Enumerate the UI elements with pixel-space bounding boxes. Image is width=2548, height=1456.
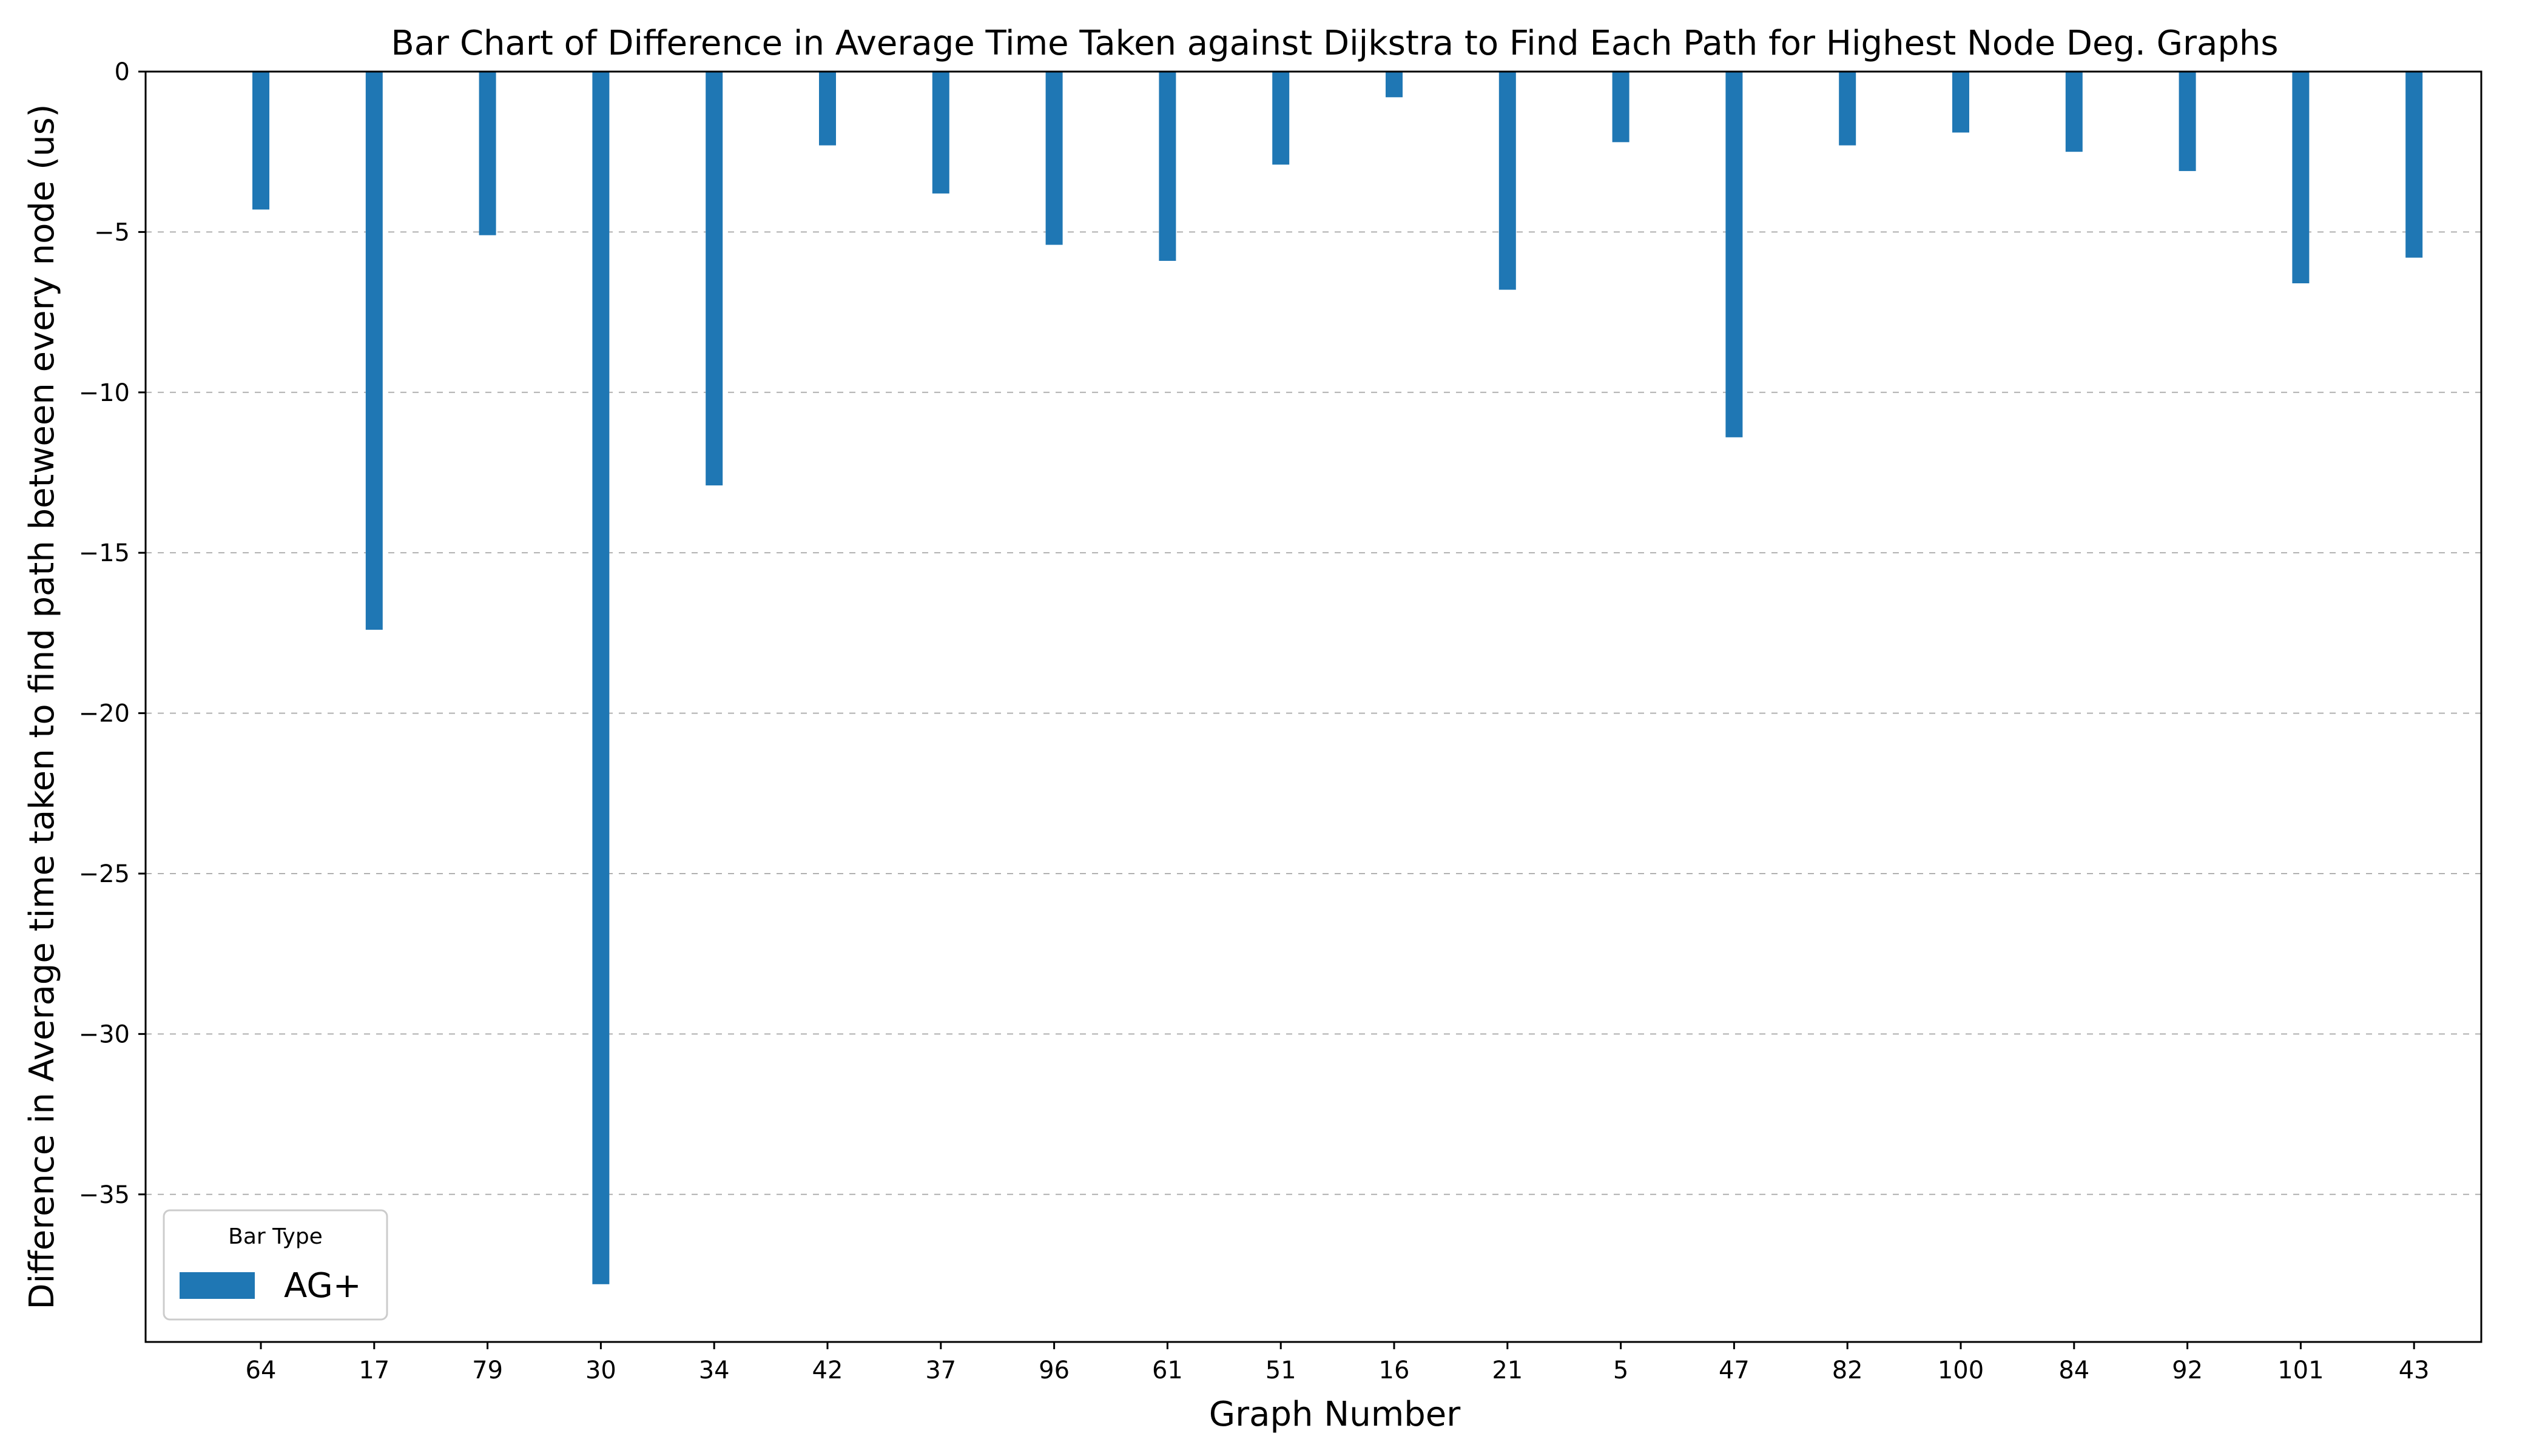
x-tick-label: 84 <box>2058 1357 2089 1384</box>
x-tick-label: 16 <box>1379 1357 1410 1384</box>
bar-37 <box>932 72 949 194</box>
plot-frame <box>144 70 2482 1343</box>
bar-47 <box>1725 72 1743 437</box>
x-axis-ticks: 64 17 79 30 34 42 37 96 61 51 16 21 5 47 82 100 84 92 101 4… <box>246 1342 2430 1384</box>
x-tick-label: 37 <box>925 1357 956 1384</box>
bar-96 <box>1045 72 1063 245</box>
x-tick-label: 43 <box>2399 1357 2430 1384</box>
x-tick-label: 21 <box>1492 1357 1523 1384</box>
x-tick-label: 96 <box>1039 1357 1070 1384</box>
legend-title: Bar Type <box>228 1224 323 1249</box>
bar-51 <box>1272 72 1290 165</box>
x-tick-label: 100 <box>1938 1357 1984 1384</box>
legend: Bar Type AG+ <box>163 1209 388 1321</box>
bar-82 <box>1839 72 1856 146</box>
y-tick-label: −35 <box>79 1181 130 1209</box>
x-tick-label: 101 <box>2277 1357 2324 1384</box>
x-tick-label: 64 <box>246 1357 277 1384</box>
bar-61 <box>1159 72 1176 261</box>
bar-30 <box>592 72 610 1284</box>
y-tick-label: −5 <box>94 218 130 246</box>
y-tick-label: 0 <box>115 58 130 86</box>
bar-92 <box>2179 72 2196 171</box>
bar-79 <box>479 72 496 235</box>
y-tick-label: −10 <box>79 379 130 407</box>
x-tick-label: 47 <box>1719 1357 1750 1384</box>
x-axis-label: Graph Number <box>1209 1395 1461 1434</box>
y-tick-label: −15 <box>79 539 130 567</box>
bar-17 <box>365 72 383 630</box>
bar-34 <box>706 72 723 486</box>
legend-label-ag-plus: AG+ <box>284 1266 362 1306</box>
bar-16 <box>1386 72 1403 98</box>
x-tick-label: 30 <box>585 1357 616 1384</box>
x-tick-label: 82 <box>1832 1357 1863 1384</box>
y-tick-label: −20 <box>79 700 130 728</box>
bars <box>252 72 2423 1284</box>
bar-21 <box>1498 72 1516 290</box>
y-axis-label: Difference in Average time taken to find… <box>22 104 62 1309</box>
y-tick-label: −30 <box>79 1020 130 1048</box>
bar-5 <box>1612 72 1630 143</box>
x-tick-label: 51 <box>1266 1357 1296 1384</box>
bar-64 <box>252 72 269 210</box>
chart-title: Bar Chart of Difference in Average Time … <box>391 24 2278 63</box>
x-tick-label: 92 <box>2172 1357 2203 1384</box>
x-tick-label: 61 <box>1152 1357 1183 1384</box>
bar-43 <box>2405 72 2423 258</box>
bar-100 <box>1952 72 1969 133</box>
bar-42 <box>819 72 836 146</box>
x-tick-label: 5 <box>1613 1357 1628 1384</box>
x-tick-label: 34 <box>699 1357 730 1384</box>
legend-swatch-ag-plus <box>180 1272 255 1299</box>
x-tick-label: 42 <box>812 1357 843 1384</box>
x-tick-label: 79 <box>472 1357 503 1384</box>
y-tick-label: −25 <box>79 860 130 888</box>
grid-lines <box>146 231 2481 1195</box>
x-tick-label: 17 <box>359 1357 389 1384</box>
bar-101 <box>2292 72 2310 283</box>
bar-84 <box>2065 72 2083 152</box>
y-axis-ticks: 0 −5 −10 −15 −20 −25 −30 −35 <box>79 58 146 1209</box>
